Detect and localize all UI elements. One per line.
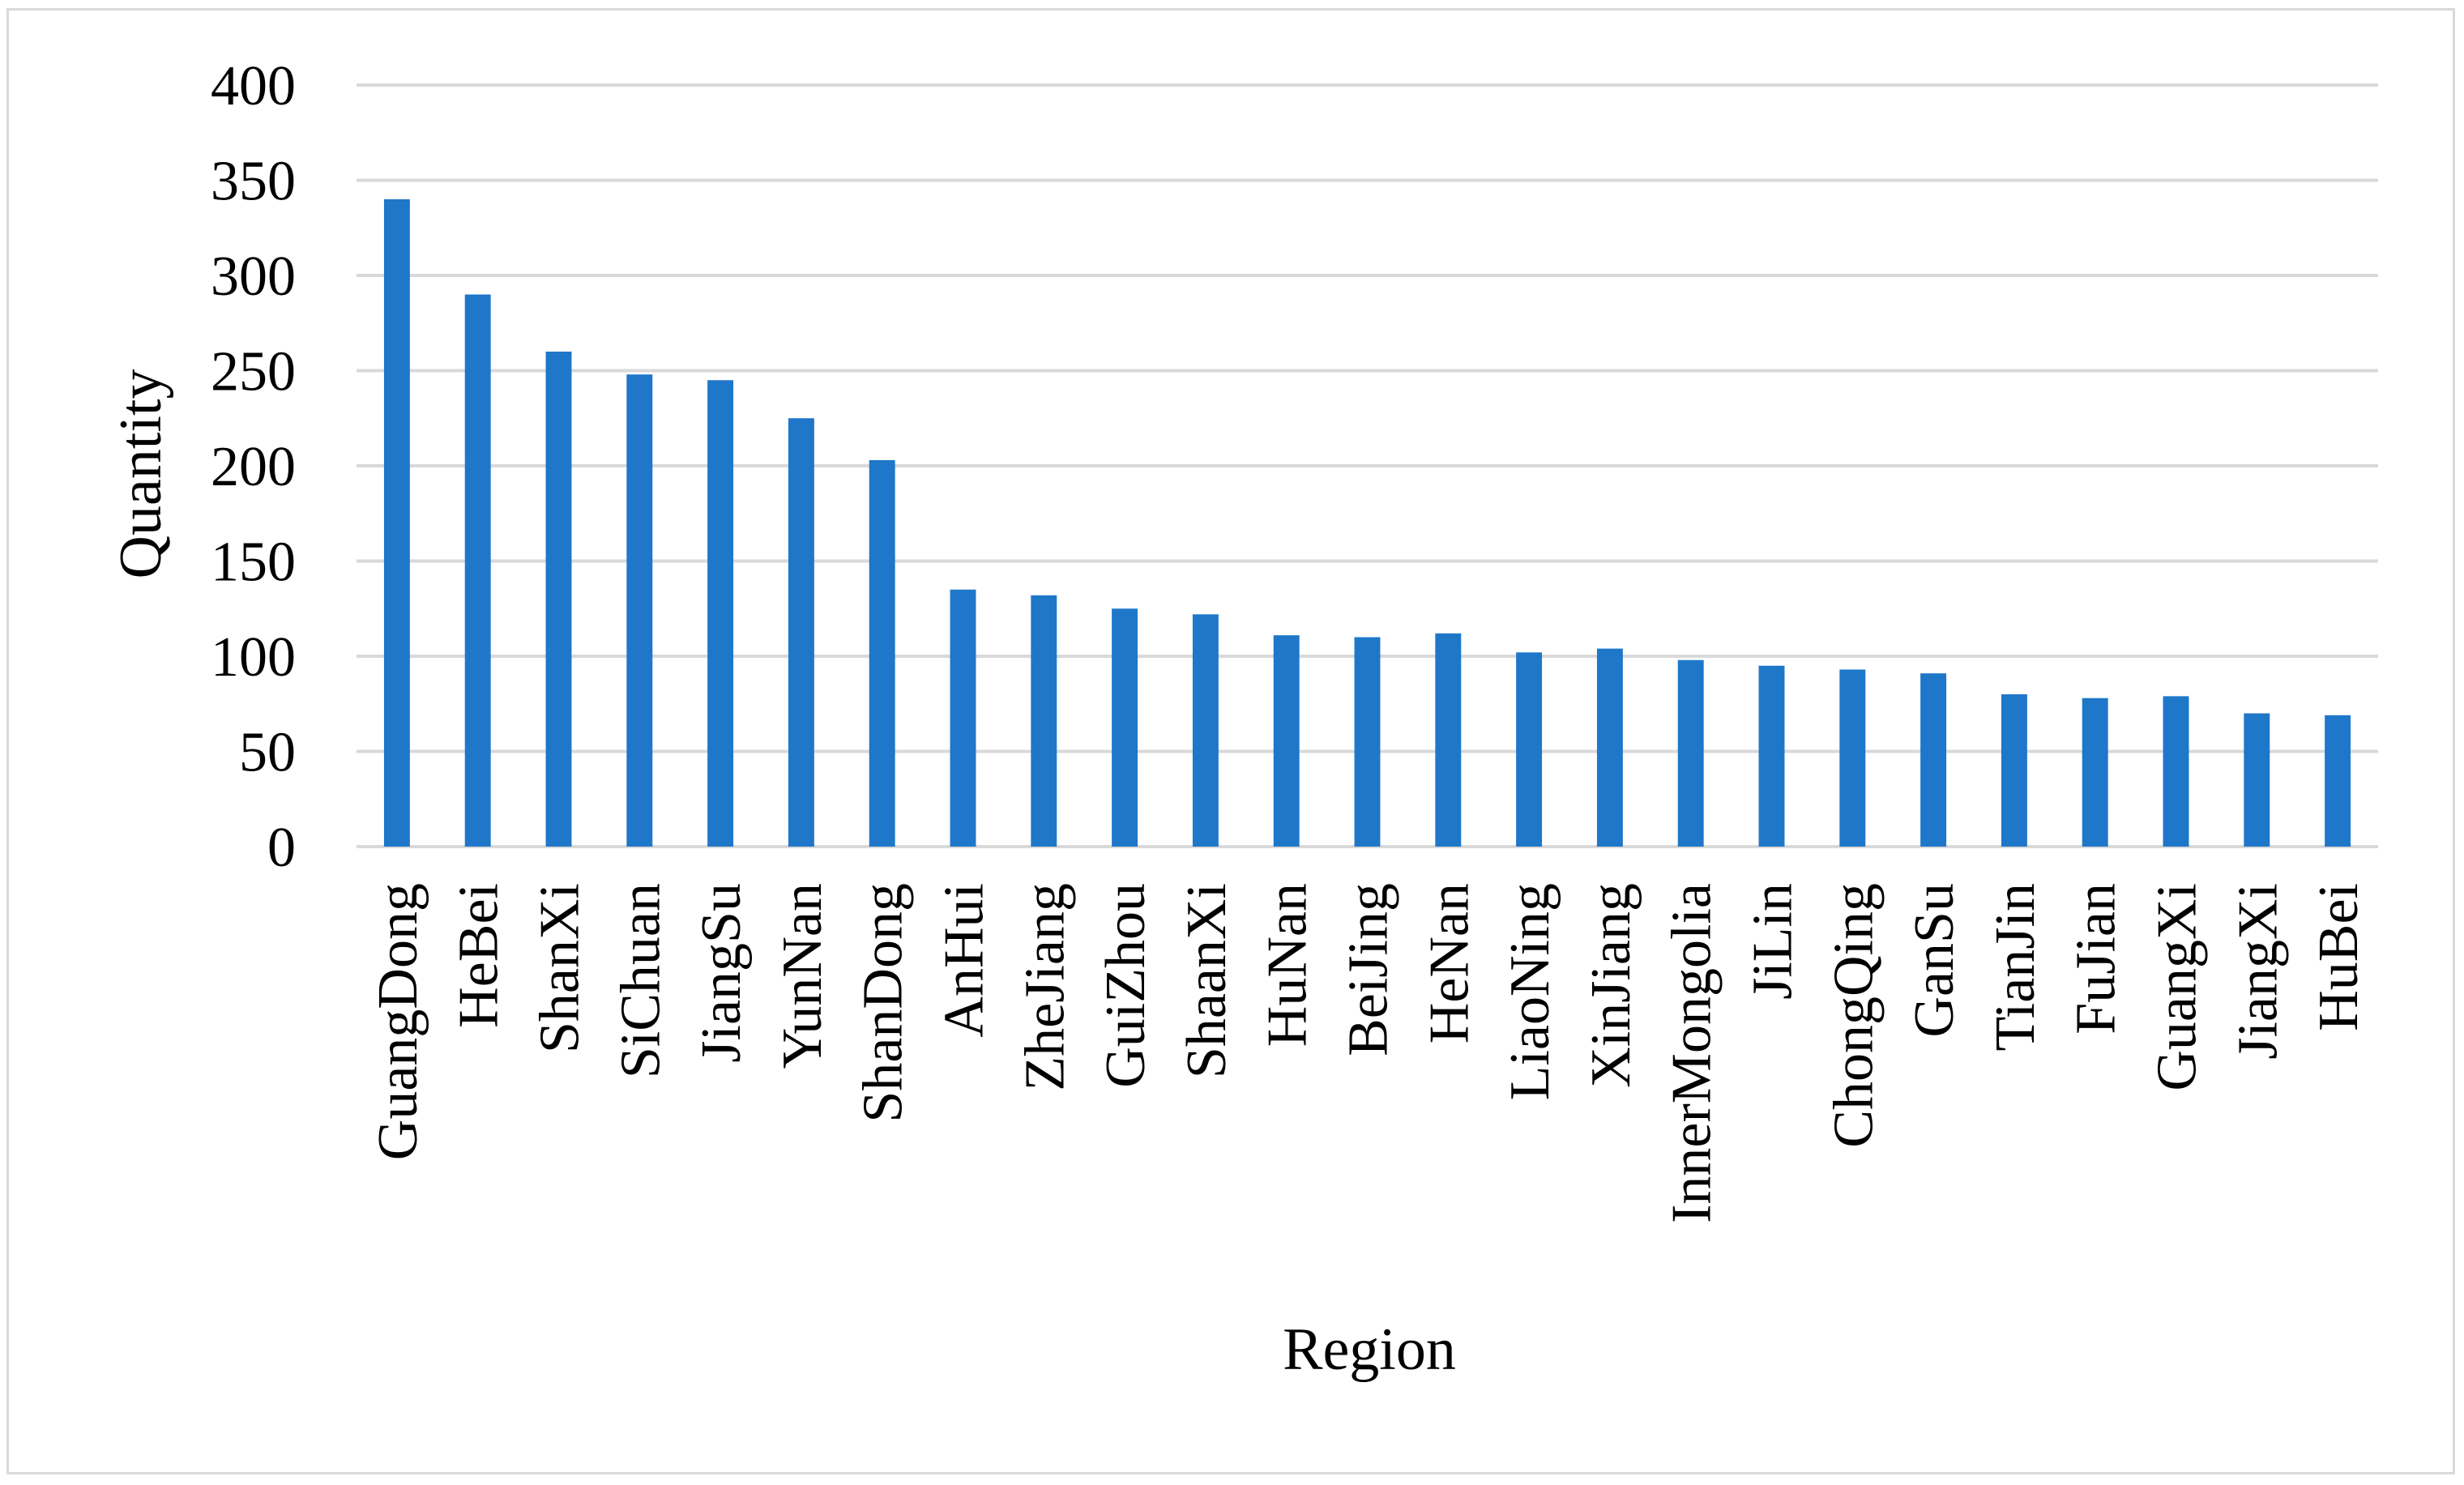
x-axis-ticks: GuangDong HeBei ShanXi SiChuan JiangSu YunNan…	[367, 883, 2370, 1223]
x-tick-label: JiangSu	[690, 883, 753, 1063]
bar-guangdong	[383, 199, 410, 847]
bar-fujian	[2082, 698, 2108, 847]
bar-xinjiang	[1596, 648, 1623, 847]
x-tick-label: ZheJiang	[1014, 883, 1076, 1091]
x-tick-label: InnerMongolia	[1661, 883, 1723, 1223]
y-tick-label: 100	[211, 626, 296, 689]
x-tick-label: TianJin	[1984, 883, 2047, 1052]
bar-tianjin	[2001, 694, 2027, 847]
y-tick-label: 300	[211, 245, 296, 308]
x-tick-label: BeiJing	[1338, 883, 1400, 1056]
bar-guangxi	[2163, 696, 2189, 847]
y-tick-label: 350	[211, 151, 296, 213]
bar-hebei	[464, 294, 491, 847]
x-tick-label: GuiZhou	[1095, 883, 1157, 1088]
grid-layer	[357, 83, 2378, 848]
bar-henan	[1435, 633, 1462, 847]
bar-anhui	[950, 589, 976, 847]
x-tick-label: AnHui	[933, 883, 996, 1038]
y-tick-label: 250	[211, 341, 296, 403]
bar-yunnan	[788, 418, 814, 847]
y-tick-label: 400	[211, 55, 296, 117]
x-tick-label: YunNan	[771, 883, 834, 1069]
x-tick-label: FuJian	[2065, 883, 2128, 1035]
x-tick-label: ShanXi	[529, 883, 591, 1053]
x-tick-label: ShaanXi	[1176, 883, 1238, 1078]
x-axis-title: Region	[1283, 1316, 1456, 1383]
x-tick-label: GanSu	[1903, 883, 1966, 1038]
x-tick-label: HuNan	[1257, 883, 1319, 1047]
bar-hubei	[2325, 715, 2351, 847]
bar-gansu	[1920, 673, 1947, 847]
y-tick-label: 0	[267, 817, 296, 879]
bar-chongqing	[1839, 669, 1866, 847]
bar-hunan	[1273, 635, 1300, 847]
bar-shanxi	[545, 352, 572, 847]
y-axis-ticks: 0 50 100 150 200 250 300 350 400	[211, 55, 296, 879]
bar-innermongolia	[1677, 659, 1704, 847]
bar-liaoning	[1516, 652, 1543, 847]
bar-beijing	[1354, 637, 1381, 847]
x-tick-label: LiaoNing	[1499, 883, 1561, 1100]
chart-frame	[6, 8, 2455, 1474]
x-tick-label: SiChuan	[609, 883, 672, 1078]
y-tick-label: 50	[239, 722, 296, 784]
y-axis-title: Quantity	[108, 369, 174, 579]
bar-shaanxi	[1192, 614, 1219, 847]
x-tick-label: HeBei	[448, 883, 510, 1028]
x-tick-label: GuangXi	[2146, 883, 2209, 1091]
x-tick-label: ChongQing	[1822, 883, 1885, 1148]
bar-sichuan	[626, 374, 653, 847]
x-tick-label: ShanDong	[852, 883, 915, 1123]
bar-shandong	[869, 459, 895, 847]
bars-layer	[383, 199, 2351, 847]
x-tick-label: HeNan	[1418, 883, 1480, 1043]
x-tick-label: XinJiang	[1580, 883, 1642, 1088]
bar-guizhou	[1112, 608, 1138, 847]
bar-jiangxi	[2244, 713, 2270, 847]
bar-zhejiang	[1031, 595, 1057, 847]
x-tick-label: GuangDong	[367, 883, 429, 1160]
y-tick-label: 150	[211, 531, 296, 594]
y-tick-label: 200	[211, 436, 296, 498]
x-tick-label: JiLin	[1742, 883, 1804, 1000]
x-tick-label: HuBei	[2308, 883, 2370, 1031]
x-tick-label: JiangXi	[2227, 883, 2289, 1060]
bar-jilin	[1758, 665, 1785, 847]
bar-jiangsu	[707, 380, 734, 847]
